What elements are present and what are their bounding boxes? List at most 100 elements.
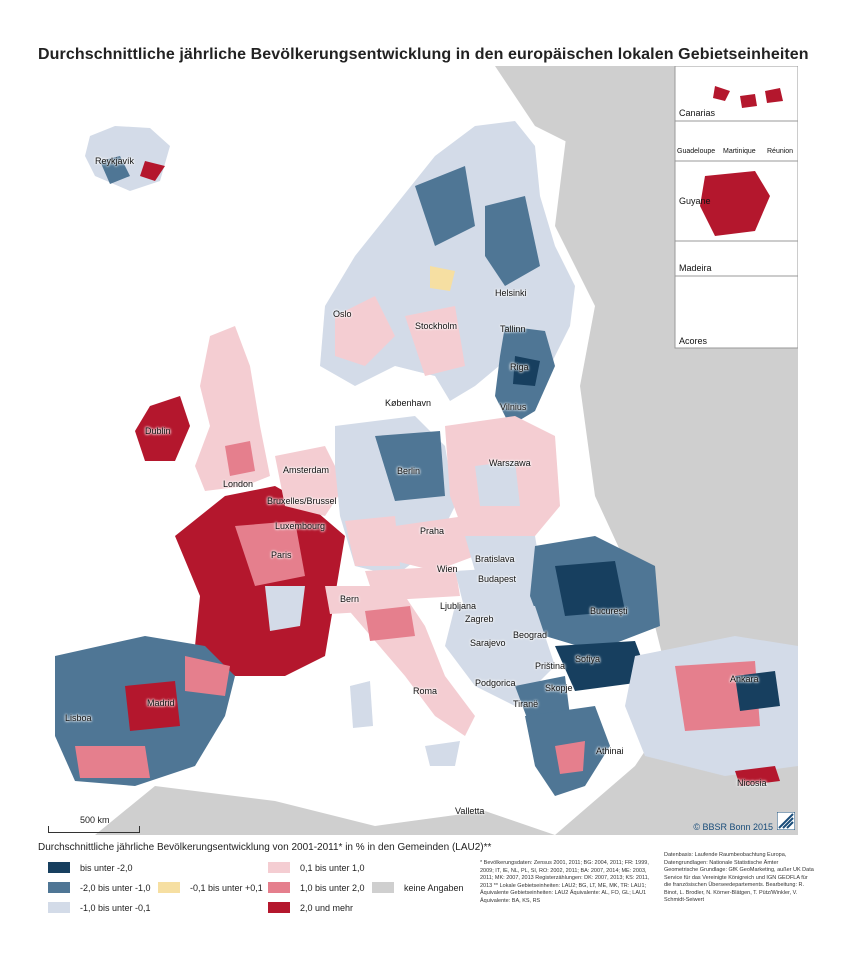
sardinia	[350, 681, 373, 728]
city-wien: Wien	[437, 564, 458, 574]
city-vilnius: Vilnius	[500, 402, 527, 412]
city-pristina: Priština	[535, 661, 566, 671]
slovakia	[465, 536, 540, 571]
catalonia	[185, 656, 230, 696]
city-bratislava: Bratislava	[475, 554, 515, 564]
city-amsterdam: Amsterdam	[283, 465, 330, 475]
city-valletta: Valletta	[455, 806, 485, 816]
legend-item: -1,0 bis unter -0,1	[48, 902, 151, 913]
city-bern: Bern	[340, 594, 360, 604]
legend-swatch	[268, 862, 290, 873]
scale-label: 500 km	[80, 815, 110, 825]
city-reykjavik: Reykjavík	[95, 156, 135, 166]
city-riga: Riga	[510, 362, 529, 372]
legend-swatch	[48, 882, 70, 893]
iberia-south	[75, 746, 150, 778]
legend-swatch	[268, 882, 290, 893]
inset-acores: Acores	[679, 336, 708, 346]
western-balkans	[445, 606, 555, 706]
sweden-south	[405, 306, 465, 376]
inset-martinique: Martinique	[723, 148, 756, 155]
legend-label: 0,1 bis unter 1,0	[300, 862, 365, 873]
legend-item: -0,1 bis unter +0,1	[158, 882, 263, 893]
legend-swatch	[48, 862, 70, 873]
city-luxembourg: Luxembourg	[275, 521, 326, 531]
france-north	[235, 521, 305, 586]
greece-attica	[555, 741, 585, 774]
sweden-north	[415, 166, 475, 246]
ireland	[135, 396, 190, 461]
north-russia-land	[495, 66, 675, 156]
credit: © BBSR Bonn 2015	[693, 822, 773, 832]
legend-item: 2,0 und mehr	[268, 902, 353, 913]
sweden-mid	[430, 266, 455, 291]
legend-swatch	[268, 902, 290, 913]
city-bucuresti: Bucureşti	[590, 606, 628, 616]
city-athinai: Athinai	[596, 746, 624, 756]
canarias-shape	[713, 86, 783, 108]
map-area: Reykjavík Oslo Stockholm Helsinki Tallin…	[35, 66, 798, 835]
city-zagreb: Zagreb	[465, 614, 494, 624]
city-tallinn: Tallinn	[500, 324, 526, 334]
europe-map	[35, 66, 798, 835]
city-helsinki: Helsinki	[495, 288, 527, 298]
city-bruxelles: Bruxelles/Brussel	[267, 496, 337, 506]
legend-item: 0,1 bis unter 1,0	[268, 862, 365, 873]
city-ankara: Ankara	[730, 674, 759, 684]
city-skopje: Skopje	[545, 683, 573, 693]
bulgaria	[555, 641, 650, 691]
city-dublin: Dublin	[145, 426, 171, 436]
romania-interior	[555, 561, 625, 616]
city-stockholm: Stockholm	[415, 321, 458, 331]
poland-central	[475, 461, 520, 506]
city-madrid: Madrid	[147, 698, 175, 708]
cyprus	[735, 766, 780, 786]
legend-title: Durchschnittliche jährliche Bevölkerungs…	[38, 842, 492, 853]
uk-southeast	[225, 441, 255, 476]
inset-reunion: Réunion	[767, 148, 794, 155]
legend-swatch	[158, 882, 180, 893]
germany-east	[375, 431, 445, 501]
iceland-region	[100, 156, 130, 184]
city-praha: Praha	[420, 526, 445, 536]
city-warszawa: Warszawa	[489, 458, 531, 468]
czech	[395, 516, 475, 571]
city-podgorica: Podgorica	[475, 678, 516, 688]
legend-item: bis unter -2,0	[48, 862, 133, 873]
city-ljubljana: Ljubljana	[440, 601, 477, 611]
hungary	[455, 566, 540, 611]
benelux	[275, 446, 345, 516]
city-oslo: Oslo	[333, 309, 352, 319]
city-roma: Roma	[413, 686, 438, 696]
city-lisboa: Lisboa	[65, 713, 92, 723]
legend-item: -2,0 bis unter -1,0	[48, 882, 151, 893]
city-london: London	[223, 479, 254, 489]
france-central	[265, 586, 305, 631]
latvia-core	[513, 356, 540, 386]
bbsr-logo-icon	[777, 812, 795, 830]
inset-guyane: Guyane	[679, 196, 711, 206]
legend-swatch	[372, 882, 394, 893]
iceland-region-2	[140, 161, 165, 181]
legend-label: 2,0 und mehr	[300, 902, 354, 913]
city-tirana: Tiranë	[513, 699, 539, 709]
north-africa-land	[95, 786, 555, 835]
norway-south	[335, 296, 395, 366]
city-nicosia: Nicosia	[737, 778, 767, 788]
city-budapest: Budapest	[478, 574, 517, 584]
inset-madeira: Madeira	[679, 263, 712, 273]
map-title: Durchschnittliche jährliche Bevölkerungs…	[38, 46, 809, 63]
turkey-east	[735, 671, 780, 711]
data-source: Datenbasis: Laufende Raumbeobachtung Eur…	[664, 852, 814, 903]
city-beograd: Beograd	[513, 630, 548, 640]
legend-label: keine Angaben	[404, 882, 464, 893]
city-sofiya: Sofiya	[575, 654, 601, 664]
italy-north	[365, 606, 415, 641]
city-paris: Paris	[271, 550, 292, 560]
sicily	[425, 741, 460, 766]
footnotes: * Bevölkerungsdaten: Zensus 2001, 2011; …	[480, 860, 650, 904]
legend-label: -0,1 bis unter +0,1	[190, 882, 263, 893]
madrid-region	[125, 681, 180, 731]
austria	[365, 566, 460, 601]
legend-item: keine Angaben	[372, 882, 464, 893]
